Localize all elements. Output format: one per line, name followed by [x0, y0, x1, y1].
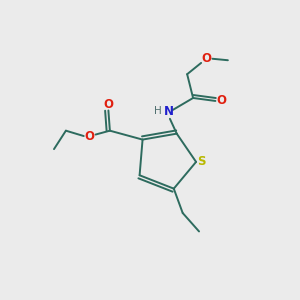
Text: O: O — [202, 52, 212, 65]
Text: S: S — [197, 155, 206, 168]
Text: H: H — [154, 106, 162, 116]
Text: N: N — [164, 105, 174, 118]
Text: O: O — [85, 130, 95, 142]
Text: O: O — [103, 98, 113, 111]
Text: O: O — [216, 94, 226, 107]
